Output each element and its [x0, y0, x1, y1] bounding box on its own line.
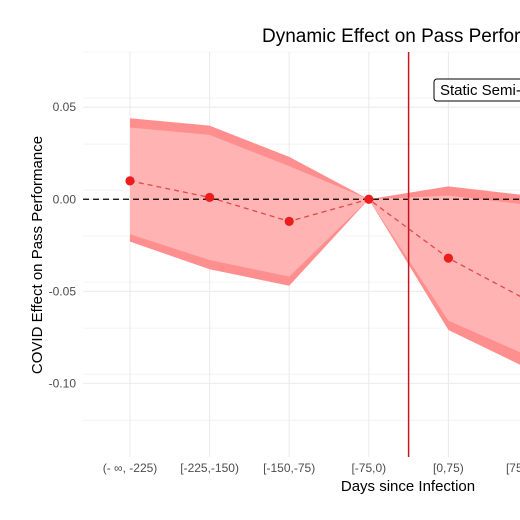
x-tick-label: (- ∞, -225) [103, 461, 158, 475]
annotation-box: Static Semi-Elasticity [433, 78, 520, 102]
x-tick-label: [75,150) [506, 461, 520, 475]
y-axis-title: COVID Effect on Pass Performance [29, 136, 46, 374]
y-tick-label: -0.05 [49, 284, 77, 298]
x-tick-label: [0,75) [433, 461, 464, 475]
x-axis-title: Days since Infection [341, 478, 475, 495]
y-tick-label: -0.10 [49, 376, 77, 390]
y-tick-label: 0.05 [53, 100, 77, 114]
axis-layer: 0.05 0.00 -0.05 -0.10 (- ∞, -225) [-225,-150)… [49, 100, 520, 475]
data-point [284, 216, 294, 226]
data-point [125, 176, 135, 186]
x-tick-label: [-150,-75) [263, 461, 315, 475]
x-tick-label: [-75,0) [351, 461, 386, 475]
y-tick-label: 0.00 [53, 192, 77, 206]
data-point [443, 253, 453, 263]
confidence-bands [130, 118, 520, 365]
annotation-text: Static Semi-Elasticity [440, 82, 520, 99]
inner-confidence-band [130, 127, 520, 353]
series-line [129, 180, 520, 298]
data-point [364, 194, 374, 204]
chart-title: Dynamic Effect on Pass Performance [262, 26, 520, 47]
data-point [205, 192, 215, 203]
annotation-frame [433, 78, 520, 102]
x-tick-label: [-225,-150) [180, 461, 239, 475]
series-layer [125, 176, 520, 298]
reference-lines [83, 52, 520, 457]
